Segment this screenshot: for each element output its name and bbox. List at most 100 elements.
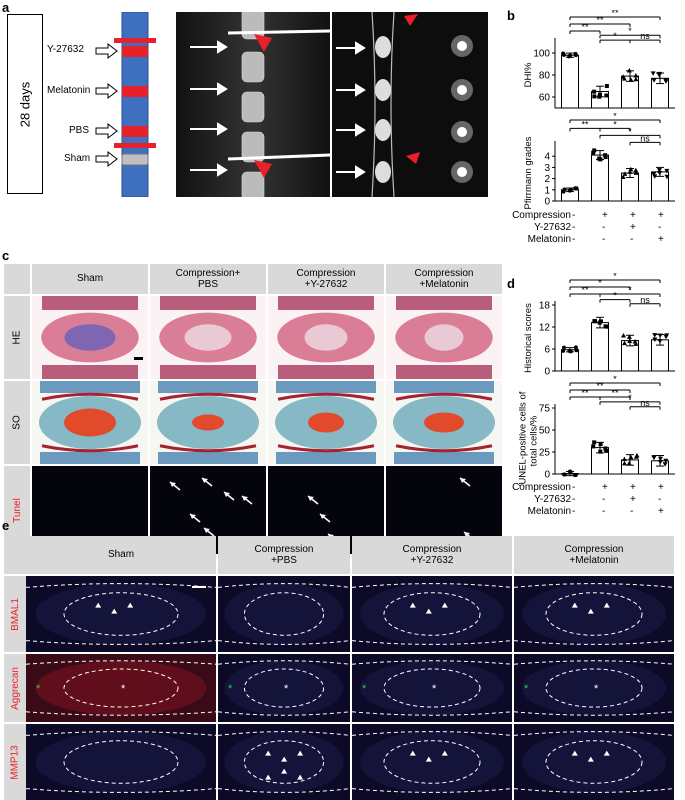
column-header: Compression +Y-27632	[352, 536, 512, 574]
bmal1-fluorescence-image	[218, 576, 350, 652]
data-point	[604, 93, 608, 97]
data-point	[562, 346, 566, 350]
he-stain-image	[150, 296, 266, 379]
label-sham: Sham	[64, 153, 90, 164]
significance-label: ns	[640, 295, 650, 305]
significance-label: **	[596, 381, 604, 391]
condition-value: +	[658, 234, 664, 245]
data-point	[592, 148, 596, 152]
mri-image	[332, 12, 488, 197]
data-point	[597, 95, 601, 99]
data-point	[568, 189, 572, 193]
condition-value: +	[630, 482, 636, 493]
condition-value: +	[602, 210, 608, 221]
condition-value: +	[658, 506, 664, 517]
condition-label: Melatonin	[515, 506, 571, 517]
data-point	[597, 157, 601, 161]
condition-value: +	[602, 482, 608, 493]
aggrecan-fluorescence-image: **	[218, 654, 350, 722]
significance-label: *	[628, 393, 632, 403]
column-header: Compression+ PBS	[150, 264, 266, 294]
significance-label: *	[628, 285, 632, 295]
bar	[592, 323, 609, 371]
condition-value: -	[602, 494, 605, 505]
column-header: Compression +Melatonin	[514, 536, 674, 574]
he-stain-image	[268, 296, 384, 379]
condition-value: -	[630, 234, 633, 245]
data-point	[603, 153, 607, 157]
label-melatonin: Melatonin	[47, 85, 90, 96]
nucleus-star-icon: *	[284, 683, 289, 695]
significance-label: *	[598, 278, 602, 288]
column-header: Compression +PBS	[218, 536, 350, 574]
grid-e-corner	[4, 536, 26, 574]
significance-label: ns	[640, 133, 650, 143]
significance-label: *	[613, 119, 617, 129]
condition-value: -	[602, 506, 605, 517]
data-point	[621, 333, 626, 338]
aggrecan-fluorescence-image: **	[26, 654, 216, 722]
significance-label: *	[628, 126, 632, 136]
column-header: Compression +Y-27632	[268, 264, 384, 294]
mmp13-fluorescence-image	[352, 724, 512, 800]
disc-sham	[122, 154, 148, 165]
disc-y27632	[122, 46, 148, 57]
bmal1-fluorescence-image	[514, 576, 674, 652]
annular-star-icon: *	[362, 683, 367, 695]
mmp13-fluorescence-image	[26, 724, 216, 800]
condition-value: -	[602, 222, 605, 233]
data-point	[592, 90, 596, 94]
panel-c-label: c	[2, 248, 9, 263]
nucleus-star-icon: *	[432, 683, 437, 695]
so-stain-image	[150, 381, 266, 464]
data-point	[604, 324, 608, 328]
data-point	[592, 94, 596, 98]
significance-label: *	[628, 26, 632, 36]
data-point	[627, 68, 632, 73]
condition-label: Melatonin	[515, 234, 571, 245]
arrow-icon	[96, 124, 117, 138]
data-point	[569, 349, 573, 353]
aggrecan-fluorescence-image: **	[514, 654, 674, 722]
arrow-icon	[96, 84, 117, 98]
spine-schematic	[44, 12, 174, 197]
condition-value: -	[572, 482, 575, 493]
y-tick-label: 3	[544, 163, 550, 174]
y-axis-label: total cells/%	[529, 415, 540, 466]
mmp13-fluorescence-image	[514, 724, 674, 800]
nucleus-star-icon: *	[121, 683, 126, 695]
so-stain-image	[268, 381, 384, 464]
label-y27632: Y-27632	[47, 44, 84, 55]
panel-a-label: a	[2, 0, 9, 15]
condition-value: +	[658, 482, 664, 493]
significance-label: *	[613, 376, 617, 384]
row-header: MMP13	[4, 724, 26, 800]
significance-label: **	[596, 15, 604, 25]
data-point	[592, 440, 596, 444]
annular-star-icon: *	[228, 683, 233, 695]
condition-value: -	[572, 494, 575, 505]
data-point	[561, 51, 565, 55]
data-point	[658, 333, 663, 338]
significance-label: **	[611, 388, 619, 398]
y-tick-label: 25	[539, 448, 551, 459]
significance-label: **	[611, 10, 619, 18]
data-point	[599, 442, 603, 446]
so-stain-image	[386, 381, 502, 464]
aggrecan-fluorescence-image: **	[352, 654, 512, 722]
mmp13-fluorescence-image	[218, 724, 350, 800]
y-tick-label: 18	[539, 301, 551, 312]
data-point	[568, 470, 572, 474]
row-header: HE	[4, 296, 30, 379]
y-tick-label: 12	[539, 323, 551, 334]
xray-image	[176, 12, 330, 197]
data-point	[652, 333, 657, 338]
condition-value: -	[658, 494, 661, 505]
y-tick-label: 0	[544, 197, 550, 208]
condition-value: -	[572, 222, 575, 233]
data-point	[563, 473, 567, 477]
y-tick-label: 0	[544, 470, 550, 481]
data-point	[599, 319, 603, 323]
